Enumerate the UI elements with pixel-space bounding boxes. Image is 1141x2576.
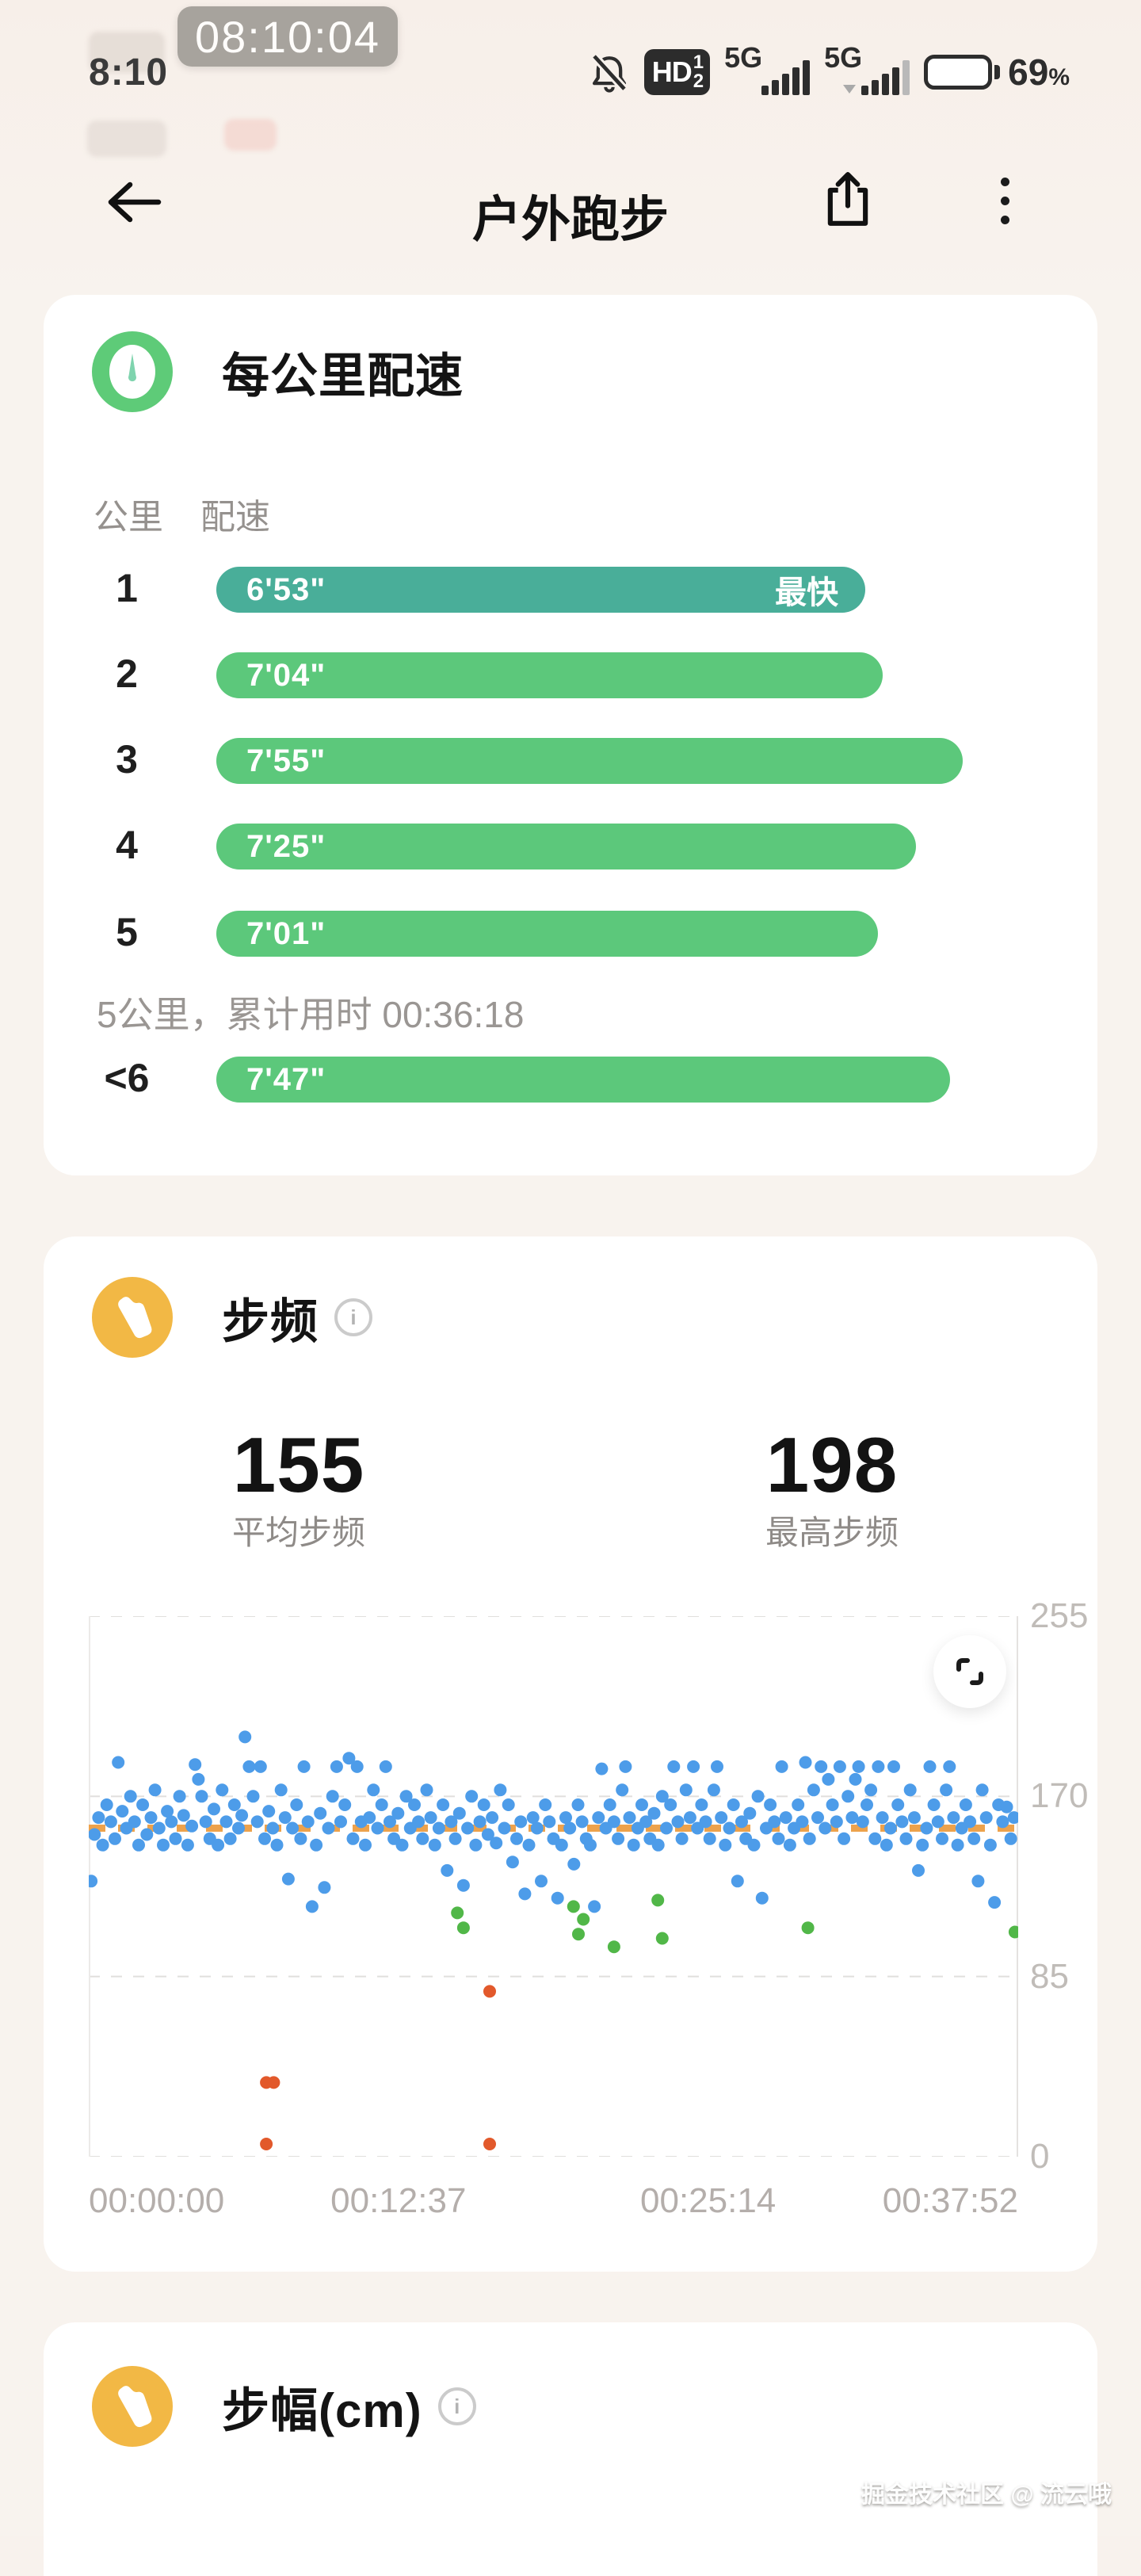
chart-ytick-label: 0 xyxy=(1030,2137,1050,2176)
chart-expand-button[interactable] xyxy=(933,1635,1006,1708)
pace-row: <6 7'47" xyxy=(44,1056,1097,1103)
pace-value: 6'53" xyxy=(246,571,326,607)
pace-summary: 5公里，累计用时 00:36:18 xyxy=(97,994,525,1035)
statusbar-clock: 8:10 xyxy=(89,52,169,94)
pace-bar: 6'53" 最快 xyxy=(216,567,865,613)
chart-xtick-label: 00:37:52 xyxy=(882,2181,1018,2220)
avg-cadence-label: 平均步频 xyxy=(231,1514,366,1551)
pace-bar: 7'47" xyxy=(216,1057,950,1103)
max-cadence-label: 最高步频 xyxy=(765,1514,899,1551)
pace-row-km: 3 xyxy=(116,737,138,782)
pace-col-km: 公里 xyxy=(93,498,163,537)
pace-row-km: 4 xyxy=(116,823,138,867)
stride-shoe-icon xyxy=(92,2366,173,2447)
pace-value: 7'55" xyxy=(246,743,326,778)
chart-xtick-label: 00:25:14 xyxy=(640,2181,777,2220)
pace-row-km: 5 xyxy=(116,910,138,954)
mute-bell-icon xyxy=(589,52,630,93)
fastest-badge: 最快 xyxy=(775,575,838,610)
chart-ytick-label: 255 xyxy=(1030,1596,1089,1635)
pace-bar: 7'04" xyxy=(216,652,883,698)
pace-value: 7'25" xyxy=(246,828,326,864)
pace-row: 5 7'01" xyxy=(44,910,1097,957)
chart-xtick-label: 00:00:00 xyxy=(89,2181,225,2220)
pace-gauge-icon xyxy=(92,331,173,412)
page-title: 户外跑步 xyxy=(471,193,670,247)
signal-sim1-icon: 5G xyxy=(724,41,811,98)
pace-row: 1 6'53" 最快 xyxy=(44,566,1097,613)
more-menu-button[interactable] xyxy=(1001,178,1009,224)
pace-value: 7'04" xyxy=(246,657,326,693)
share-button[interactable] xyxy=(822,168,873,234)
pace-bar: 7'25" xyxy=(216,824,916,869)
cadence-card: 步频 i 155 平均步频 198 最高步频 xyxy=(44,1236,1097,2272)
pace-card: 每公里配速 公里 配速 1 6'53" 最快 2 7'04" 3 7'55" 4 7'25" 5 7… xyxy=(44,295,1097,1175)
ghost-pink-pill xyxy=(224,119,277,151)
back-button[interactable] xyxy=(103,176,163,232)
pace-row: 2 7'04" xyxy=(44,652,1097,698)
pace-value: 7'01" xyxy=(246,915,326,951)
max-cadence-value: 198 xyxy=(765,1421,899,1508)
watermark: 掘金技术社区 @ 流云哦 xyxy=(861,2482,1112,2508)
pace-row: 4 7'25" xyxy=(44,823,1097,869)
pace-card-title: 每公里配速 xyxy=(222,349,464,403)
chart-ytick-label: 170 xyxy=(1030,1776,1089,1816)
pace-row: 3 7'55" xyxy=(44,737,1097,784)
pace-value: 7'47" xyxy=(246,1061,326,1097)
ghost-block xyxy=(89,32,165,73)
pace-row-km: <6 xyxy=(104,1056,150,1100)
chart-ytick-label: 85 xyxy=(1030,1956,1069,1996)
pace-bar: 7'55" xyxy=(216,738,963,784)
cadence-info-icon[interactable]: i xyxy=(334,1298,372,1336)
stride-info-icon[interactable]: i xyxy=(437,2387,476,2425)
pace-bar: 7'01" xyxy=(216,911,878,957)
avg-cadence-value: 155 xyxy=(232,1421,365,1508)
battery-icon: 69% xyxy=(924,51,1070,94)
chart-xtick-label: 00:12:37 xyxy=(330,2181,467,2220)
cadence-card-title: 步频 xyxy=(222,1294,319,1348)
pace-row-km: 2 xyxy=(116,652,138,696)
pace-row-km: 1 xyxy=(116,566,138,610)
stride-card-title: 步幅(cm) xyxy=(222,2383,422,2437)
pace-col-pace: 配速 xyxy=(200,498,270,537)
signal-sim2-icon: 5G xyxy=(824,41,910,98)
cadence-scatter-chart[interactable] xyxy=(89,1616,1018,2157)
cadence-shoe-icon xyxy=(92,1277,173,1358)
floating-stopwatch-overlay[interactable]: 08:10:04 xyxy=(177,6,398,67)
ghost-block xyxy=(87,120,166,157)
stride-card: 步幅(cm) i xyxy=(44,2322,1097,2576)
